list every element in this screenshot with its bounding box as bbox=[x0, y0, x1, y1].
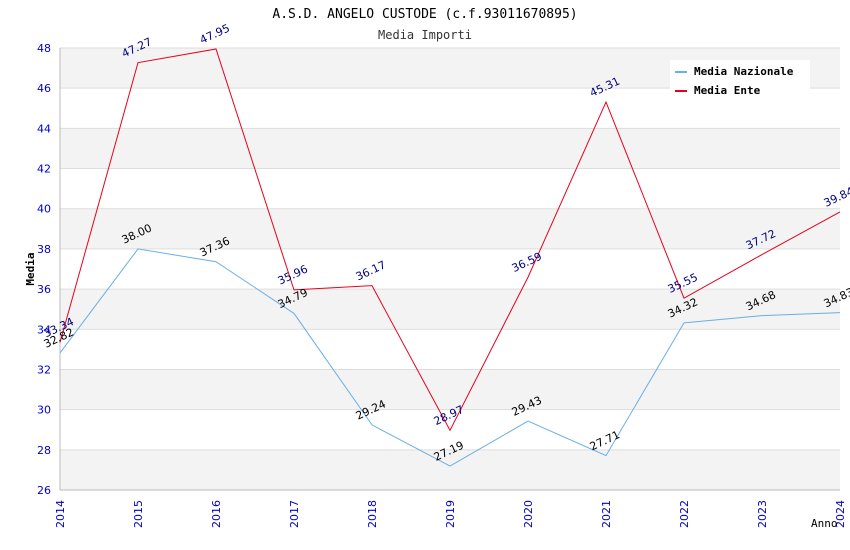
x-tick-label: 2024 bbox=[834, 500, 847, 528]
grid-band bbox=[60, 369, 840, 410]
data-label: 35.96 bbox=[276, 263, 310, 288]
data-label: 36.17 bbox=[354, 258, 388, 283]
chart-subtitle: Media Importi bbox=[378, 28, 472, 42]
legend-label-media-ente: Media Ente bbox=[694, 84, 761, 97]
y-tick-labels: 26 28 30 32 34 36 38 40 42 44 46 48 bbox=[37, 42, 51, 497]
x-tick-label: 2023 bbox=[756, 500, 769, 528]
legend: Media Nazionale Media Ente bbox=[670, 60, 810, 100]
y-tick-label: 26 bbox=[37, 484, 51, 497]
grid-band bbox=[60, 289, 840, 330]
y-tick-label: 48 bbox=[37, 42, 51, 55]
grid-bands bbox=[60, 48, 840, 490]
y-tick-label: 28 bbox=[37, 444, 51, 457]
grid-band bbox=[60, 208, 840, 249]
data-label: 36.59 bbox=[510, 250, 544, 275]
y-tick-label: 46 bbox=[37, 82, 51, 95]
series-lines bbox=[59, 48, 841, 467]
legend-label-media-nazionale: Media Nazionale bbox=[694, 65, 794, 78]
y-tick-label: 38 bbox=[37, 243, 51, 256]
x-tick-label: 2014 bbox=[54, 500, 67, 528]
x-tick-label: 2019 bbox=[444, 500, 457, 528]
y-tick-label: 40 bbox=[37, 203, 51, 216]
y-tick-label: 44 bbox=[37, 122, 51, 135]
y-tick-label: 42 bbox=[37, 163, 51, 176]
x-tick-label: 2022 bbox=[678, 500, 691, 528]
x-tick-label: 2015 bbox=[132, 500, 145, 528]
y-tick-label: 32 bbox=[37, 363, 51, 376]
x-tick-labels: 2014 2015 2016 2017 2018 2019 2020 2021 2022 2023… bbox=[54, 500, 847, 528]
legend-box bbox=[670, 60, 810, 100]
series-line-1 bbox=[59, 48, 841, 432]
data-label: 39.84 bbox=[822, 185, 850, 210]
x-tick-label: 2018 bbox=[366, 500, 379, 528]
grid-band bbox=[60, 449, 840, 490]
y-tick-label: 34 bbox=[37, 323, 51, 336]
y-axis-title: Media bbox=[24, 252, 37, 285]
x-tick-label: 2016 bbox=[210, 500, 223, 528]
data-label: 47.95 bbox=[198, 22, 232, 47]
chart-title: A.S.D. ANGELO CUSTODE (c.f.93011670895) bbox=[272, 7, 577, 22]
grid-lines bbox=[60, 47, 840, 491]
x-tick-label: 2020 bbox=[522, 500, 535, 528]
series-line-0 bbox=[59, 248, 841, 467]
y-tick-label: 36 bbox=[37, 283, 51, 296]
x-tick-label: 2021 bbox=[600, 500, 613, 528]
x-tick-label: 2017 bbox=[288, 500, 301, 528]
x-axis-title: Anno bbox=[811, 517, 838, 530]
y-tick-label: 30 bbox=[37, 404, 51, 417]
grid-band bbox=[60, 128, 840, 169]
